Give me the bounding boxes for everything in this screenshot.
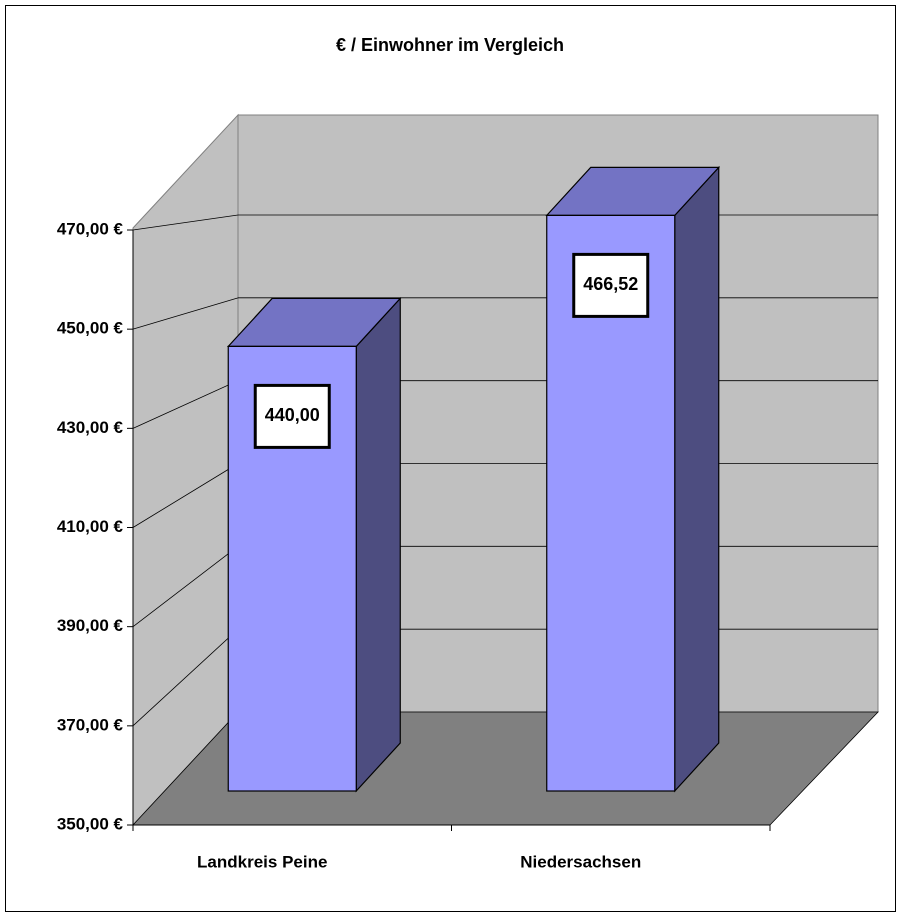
grid-line — [132, 463, 239, 528]
grid-line — [132, 297, 239, 330]
bar-side — [355, 296, 401, 793]
side-wall — [132, 113, 239, 827]
value-label: 466,52 — [583, 274, 638, 294]
y-tick-label: 450,00 € — [57, 319, 124, 338]
value-label: 440,00 — [265, 405, 320, 425]
value-label-box — [253, 383, 331, 449]
y-tick-label: 470,00 € — [57, 219, 124, 238]
grid-line — [132, 214, 239, 231]
y-tick-label: 430,00 € — [57, 418, 124, 437]
x-tick-label: Niedersachsen — [520, 852, 641, 871]
y-tick-label: 390,00 € — [57, 616, 124, 635]
y-tick-label: 350,00 € — [57, 814, 124, 833]
x-tick-label: Landkreis Peine — [197, 852, 327, 871]
grid-line — [132, 628, 239, 727]
y-tick-label: 370,00 € — [57, 715, 124, 734]
value-label-box — [572, 252, 650, 318]
grid-line — [132, 380, 239, 429]
y-tick-label: 410,00 € — [57, 517, 124, 536]
bar-side — [674, 165, 720, 793]
grid-line — [132, 546, 239, 627]
chart-title: € / Einwohner im Vergleich — [336, 35, 564, 55]
